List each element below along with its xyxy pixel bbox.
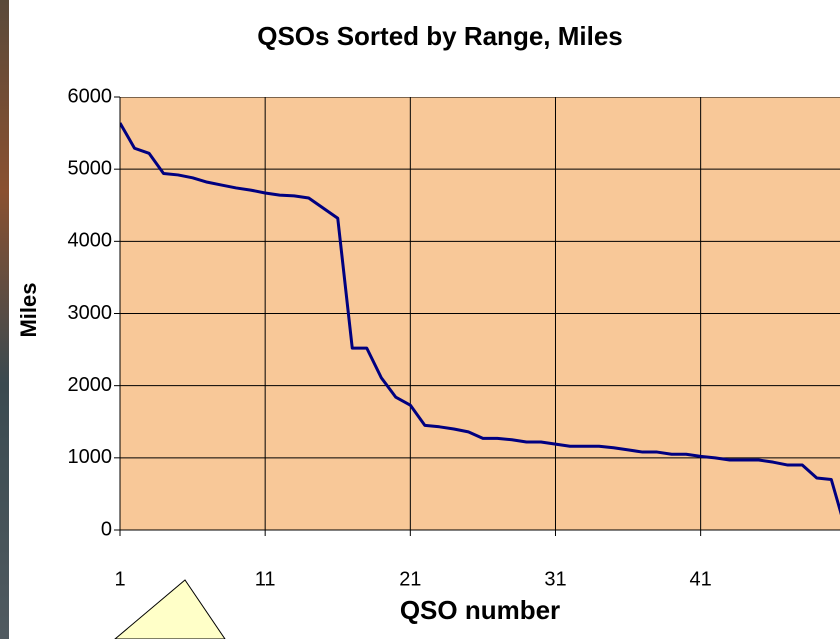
x-tick-label: 41: [690, 568, 712, 590]
x-tick-label: 31: [544, 568, 566, 590]
y-tick-label: 1000: [68, 446, 113, 468]
y-tick-label: 4000: [68, 230, 113, 252]
x-tick-label: 1: [114, 568, 125, 590]
y-tick-label: 6000: [68, 85, 113, 107]
y-tick-label: 5000: [68, 157, 113, 179]
y-tick-label: 0: [101, 518, 112, 540]
plot-area: [120, 97, 840, 530]
chart-title: QSOs Sorted by Range, Miles: [257, 21, 623, 51]
y-tick-label: 2000: [68, 374, 113, 396]
y-axis-title: Miles: [16, 282, 41, 337]
x-tick-label: 11: [255, 568, 276, 590]
photo-strip: [0, 0, 9, 639]
x-axis-title: QSO number: [400, 595, 560, 625]
callout-shape: [114, 579, 226, 639]
y-tick-label: 3000: [68, 302, 113, 324]
data-line: [120, 122, 840, 516]
x-tick-label: 21: [399, 568, 421, 590]
